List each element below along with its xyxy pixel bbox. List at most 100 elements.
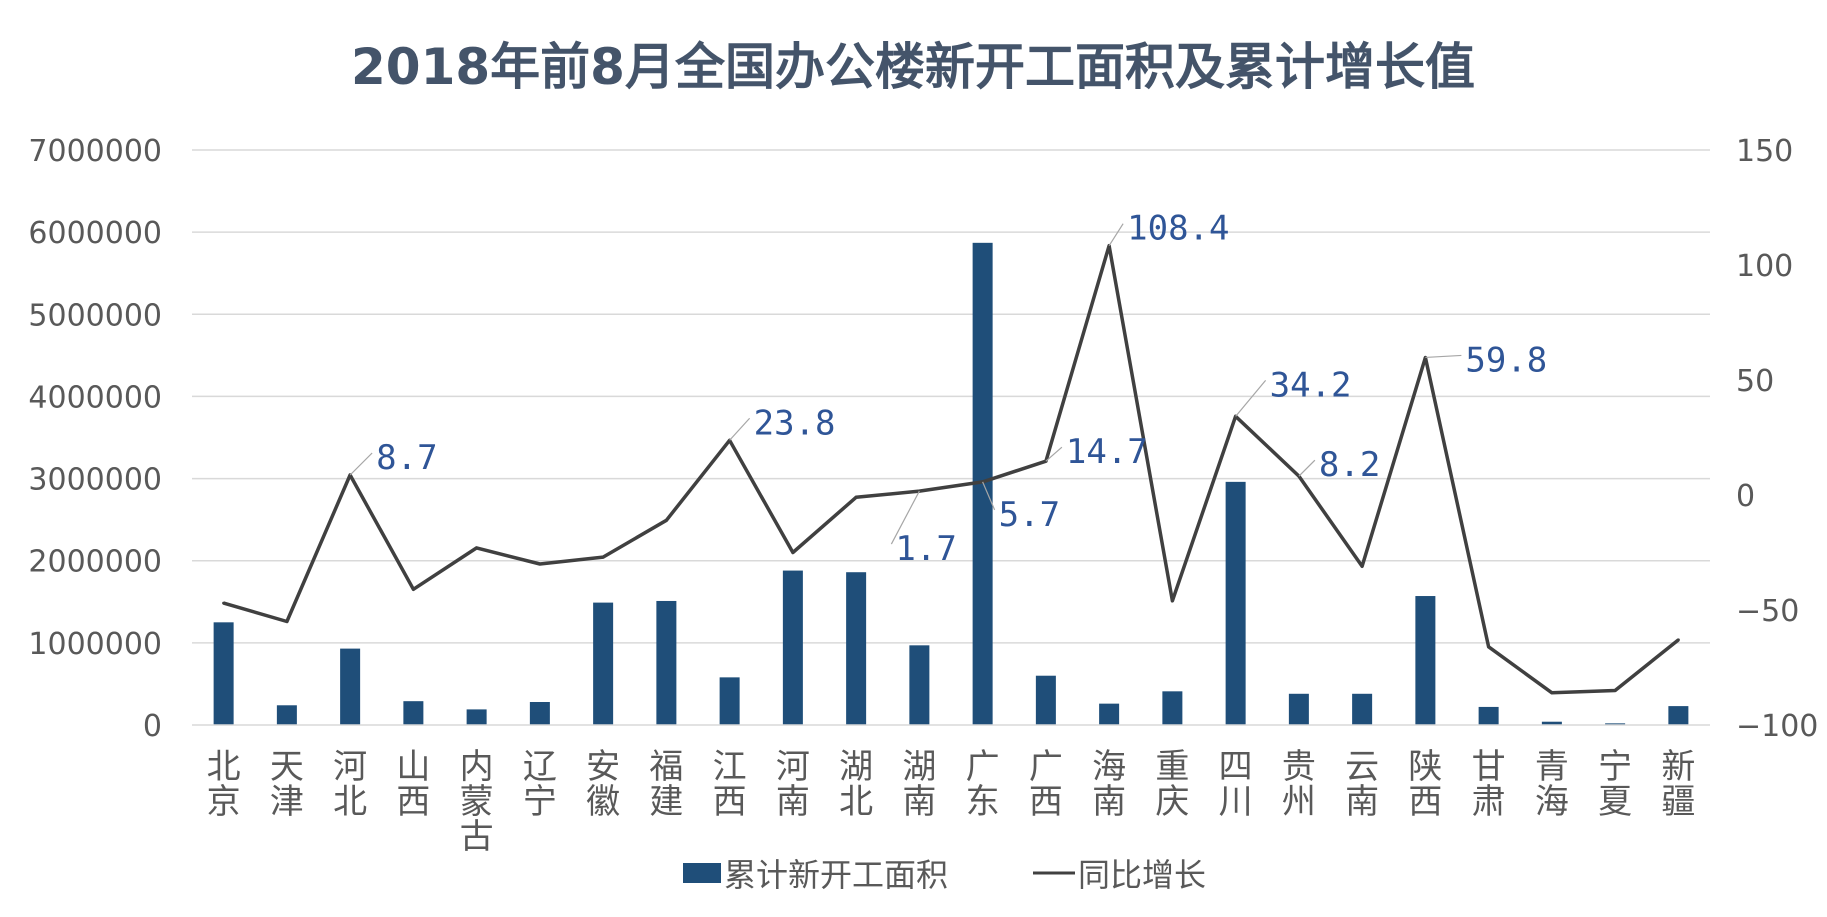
category-label: 辽宁: [523, 747, 557, 822]
bar: [1099, 703, 1120, 725]
left-tick-label: 0: [143, 709, 162, 744]
line-point: [664, 518, 668, 522]
category-label: 河北: [333, 747, 367, 822]
right-tick-label: 150: [1736, 134, 1793, 169]
left-tick-label: 6000000: [28, 216, 162, 251]
line-point: [791, 551, 795, 554]
data-label: 59.8: [1465, 340, 1547, 380]
line-point: [1550, 691, 1554, 695]
right-tick-label: −100: [1736, 709, 1818, 744]
right-tick-label: 50: [1736, 364, 1774, 399]
line-series: [222, 243, 1680, 695]
category-label: 宁夏: [1598, 747, 1632, 822]
bar: [1162, 691, 1183, 725]
bar: [1288, 693, 1309, 725]
legend-bar-swatch: [683, 863, 721, 883]
bar: [1352, 693, 1373, 725]
bar: [593, 602, 614, 725]
category-label: 北京: [207, 747, 241, 822]
bar: [719, 677, 740, 725]
bar-series: [213, 242, 1689, 726]
data-label: 5.7: [999, 495, 1060, 535]
bar: [1605, 723, 1626, 725]
category-labels: 北京天津河北山西内蒙古辽宁安徽福建江西河南湖北湖南广东广西海南重庆四川贵州云南陕…: [207, 747, 1696, 857]
legend-bar-label: 累计新开工面积: [724, 856, 948, 894]
bar: [1668, 706, 1689, 725]
leader-line: [1298, 459, 1316, 477]
right-tick-label: 100: [1736, 249, 1793, 284]
category-label: 陕西: [1408, 747, 1442, 822]
left-tick-label: 2000000: [28, 545, 162, 580]
category-label: 安徽: [586, 747, 620, 822]
category-label: 重庆: [1155, 747, 1189, 822]
leader-line: [1425, 354, 1462, 359]
data-label: 34.2: [1270, 365, 1352, 405]
category-label: 河南: [776, 747, 810, 822]
data-labels: 8.7 23.8 1.7 5.714.7 108.4 34.2 8.2 59.8: [349, 209, 1547, 569]
category-label: 山西: [396, 747, 430, 822]
bar: [782, 570, 803, 725]
category-label: 江西: [713, 747, 747, 822]
bar: [213, 622, 234, 725]
chart-title: 2018年前8月全国办公楼新开工面积及累计增长值: [351, 38, 1475, 96]
category-label: 湖北: [839, 747, 873, 822]
bar: [909, 645, 930, 725]
leader-line: [729, 417, 751, 441]
bar: [276, 705, 297, 725]
bar: [656, 600, 677, 725]
category-label: 广东: [966, 747, 1000, 822]
right-axis-ticks: −100 −50 0 50 100 150: [1736, 134, 1818, 744]
right-tick-label: −50: [1736, 594, 1799, 629]
category-label: 新疆: [1661, 747, 1695, 822]
category-label: 广西: [1029, 747, 1063, 822]
bar: [1225, 481, 1246, 725]
left-axis-ticks: 0 1000000 2000000 3000000 4000000 5000000 6000…: [28, 134, 162, 744]
bar: [529, 702, 550, 725]
bar: [1541, 721, 1562, 725]
right-tick-label: 0: [1736, 479, 1755, 514]
category-label: 海南: [1092, 747, 1126, 822]
category-label: 福建: [649, 747, 683, 822]
line-point: [411, 587, 415, 591]
bar: [1415, 596, 1436, 725]
bar: [340, 648, 361, 725]
line-point: [601, 555, 605, 559]
category-label: 甘肃: [1472, 747, 1506, 822]
left-tick-label: 7000000: [28, 134, 162, 169]
data-label: 23.8: [754, 403, 836, 443]
legend: 累计新开工面积 同比增长: [683, 856, 1206, 894]
data-label: 108.4: [1127, 209, 1229, 249]
line-point: [1676, 638, 1680, 642]
leader-line: [1045, 446, 1063, 462]
category-label: 贵州: [1282, 747, 1316, 822]
leader-line: [1235, 379, 1267, 417]
bar: [846, 572, 867, 725]
left-tick-label: 4000000: [28, 380, 162, 415]
bar: [1035, 675, 1056, 725]
gridlines: [192, 149, 1710, 644]
data-label: 14.7: [1066, 432, 1148, 472]
line-point: [222, 601, 226, 605]
left-tick-label: 1000000: [28, 627, 162, 662]
bar: [1478, 706, 1499, 725]
line-point: [285, 620, 289, 623]
category-label: 内蒙古: [460, 747, 494, 857]
data-label: 8.7: [376, 438, 437, 478]
line-point: [538, 562, 542, 566]
bar: [466, 709, 487, 725]
line-point: [1613, 689, 1617, 692]
line-point: [854, 495, 858, 499]
category-label: 湖南: [902, 747, 936, 822]
data-label: 1.7: [895, 529, 956, 569]
bar: [403, 701, 424, 725]
growth-line: [223, 243, 1680, 695]
category-label: 青海: [1535, 747, 1569, 822]
left-tick-label: 3000000: [28, 463, 162, 498]
leader-line: [890, 490, 920, 545]
leader-line: [982, 481, 996, 511]
category-label: 云南: [1345, 747, 1379, 822]
line-point: [1170, 599, 1174, 603]
legend-line-label: 同比增长: [1078, 856, 1206, 894]
line-point: [1487, 645, 1491, 649]
